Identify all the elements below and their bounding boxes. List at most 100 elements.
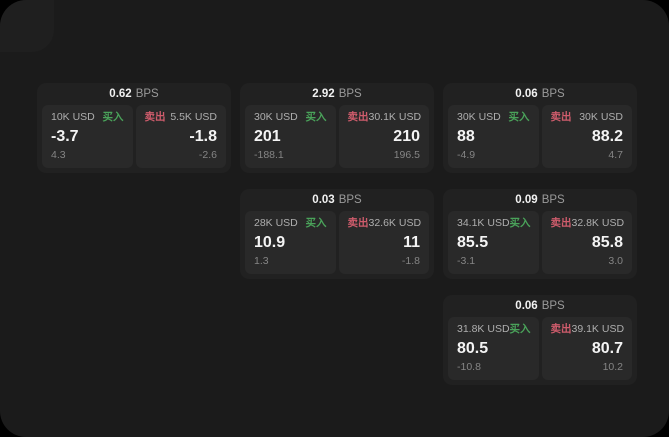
buy-side-label: 买入 xyxy=(508,111,530,123)
buy-price: 10.9 xyxy=(254,233,286,251)
sell-panel-header: 卖出 32.8K USD xyxy=(550,217,625,230)
sell-panel[interactable]: 卖出 30K USD 88.2 4.7 xyxy=(541,105,632,168)
buy-panel[interactable]: 28K USD 买入 10.9 1.3 xyxy=(245,211,336,274)
sell-amount: 30K USD xyxy=(579,111,623,123)
sell-delta: 3.0 xyxy=(608,255,623,267)
bps-header: 0.06 BPS xyxy=(448,295,632,317)
sell-amount: 5.5K USD xyxy=(170,111,217,123)
quote-card: 2.92 BPS 30K USD 买入 201 -188.1 卖出 30.1K … xyxy=(240,83,434,173)
bps-value: 0.09 xyxy=(515,194,538,206)
sell-panel-header: 卖出 39.1K USD xyxy=(550,323,625,336)
sell-amount: 39.1K USD xyxy=(571,323,625,335)
sell-amount: 32.8K USD xyxy=(571,217,625,229)
sell-panel[interactable]: 卖出 5.5K USD -1.8 -2.6 xyxy=(135,105,226,168)
buy-price: 80.5 xyxy=(457,339,489,357)
sell-side-label: 卖出 xyxy=(550,323,572,335)
quote-card: 0.09 BPS 34.1K USD 买入 85.5 -3.1 卖出 32.8K… xyxy=(443,189,637,279)
buy-amount: 34.1K USD xyxy=(457,217,510,229)
buy-panel-header: 34.1K USD 买入 xyxy=(457,217,531,230)
buy-amount: 10K USD xyxy=(51,111,95,123)
buy-panel-header: 30K USD 买入 xyxy=(254,111,327,124)
sell-side-label: 卖出 xyxy=(347,217,369,229)
buy-amount: 31.8K USD xyxy=(457,323,510,335)
sell-side-label: 卖出 xyxy=(550,217,572,229)
sell-side-label: 卖出 xyxy=(550,111,572,123)
buy-delta: -188.1 xyxy=(254,149,284,161)
sell-price: 210 xyxy=(393,127,420,145)
quote-panels: 30K USD 买入 88 -4.9 卖出 30K USD 88.2 4.7 xyxy=(448,105,632,168)
bps-unit-label: BPS xyxy=(541,300,565,312)
sell-panel[interactable]: 卖出 32.6K USD 11 -1.8 xyxy=(338,211,429,274)
buy-panel-header: 30K USD 买入 xyxy=(457,111,530,124)
sell-delta: -2.6 xyxy=(198,149,217,161)
buy-panel[interactable]: 30K USD 买入 201 -188.1 xyxy=(245,105,336,168)
sell-panel-header: 卖出 30K USD xyxy=(551,111,624,124)
sell-panel-header: 卖出 30.1K USD xyxy=(348,111,422,124)
sell-price: 85.8 xyxy=(591,233,623,251)
buy-side-label: 买入 xyxy=(509,217,531,229)
bps-value: 0.03 xyxy=(312,194,335,206)
sell-price: 11 xyxy=(403,233,420,251)
sell-amount: 30.1K USD xyxy=(368,111,422,123)
buy-delta: 4.3 xyxy=(51,149,66,161)
buy-panel-header: 28K USD 买入 xyxy=(254,217,327,230)
sell-price: 80.7 xyxy=(591,339,623,357)
quote-panels: 30K USD 买入 201 -188.1 卖出 30.1K USD 210 1… xyxy=(245,105,429,168)
buy-delta: -10.8 xyxy=(457,361,481,373)
bps-value: 0.06 xyxy=(515,300,538,312)
bps-value: 2.92 xyxy=(312,88,335,100)
bps-value: 0.62 xyxy=(109,88,132,100)
quote-panels: 34.1K USD 买入 85.5 -3.1 卖出 32.8K USD 85.8… xyxy=(448,211,632,274)
buy-price: 201 xyxy=(254,127,281,145)
buy-side-label: 买入 xyxy=(305,217,327,229)
sell-panel[interactable]: 卖出 39.1K USD 80.7 10.2 xyxy=(541,317,632,380)
quote-card: 0.06 BPS 31.8K USD 买入 80.5 -10.8 卖出 39.1… xyxy=(443,295,637,385)
buy-panel[interactable]: 30K USD 买入 88 -4.9 xyxy=(448,105,539,168)
bps-header: 0.06 BPS xyxy=(448,83,632,105)
buy-amount: 30K USD xyxy=(254,111,298,123)
bps-header: 0.03 BPS xyxy=(245,189,429,211)
buy-price: 88 xyxy=(457,127,475,145)
buy-side-label: 买入 xyxy=(305,111,327,123)
quote-panels: 28K USD 买入 10.9 1.3 卖出 32.6K USD 11 -1.8 xyxy=(245,211,429,274)
buy-side-label: 买入 xyxy=(102,111,124,123)
quote-card: 0.03 BPS 28K USD 买入 10.9 1.3 卖出 32.6K US… xyxy=(240,189,434,279)
buy-delta: -3.1 xyxy=(457,255,476,267)
sell-amount: 32.6K USD xyxy=(368,217,422,229)
buy-panel[interactable]: 10K USD 买入 -3.7 4.3 xyxy=(42,105,133,168)
bps-unit-label: BPS xyxy=(541,194,565,206)
sell-delta: 196.5 xyxy=(393,149,420,161)
buy-delta: -4.9 xyxy=(457,149,476,161)
buy-amount: 28K USD xyxy=(254,217,298,229)
bps-unit-label: BPS xyxy=(541,88,565,100)
bps-unit-label: BPS xyxy=(338,88,362,100)
buy-panel[interactable]: 31.8K USD 买入 80.5 -10.8 xyxy=(448,317,539,380)
sell-panel-header: 卖出 5.5K USD xyxy=(145,111,218,124)
sell-side-label: 卖出 xyxy=(144,111,166,123)
buy-delta: 1.3 xyxy=(254,255,269,267)
buy-amount: 30K USD xyxy=(457,111,501,123)
sell-delta: 4.7 xyxy=(608,149,623,161)
buy-panel[interactable]: 34.1K USD 买入 85.5 -3.1 xyxy=(448,211,539,274)
bps-unit-label: BPS xyxy=(135,88,159,100)
sell-price: 88.2 xyxy=(591,127,623,145)
sell-panel[interactable]: 卖出 30.1K USD 210 196.5 xyxy=(338,105,429,168)
sell-panel[interactable]: 卖出 32.8K USD 85.8 3.0 xyxy=(541,211,632,274)
bps-header: 0.09 BPS xyxy=(448,189,632,211)
buy-side-label: 买入 xyxy=(509,323,531,335)
buy-panel-header: 10K USD 买入 xyxy=(51,111,124,124)
quote-card: 0.62 BPS 10K USD 买入 -3.7 4.3 卖出 5.5K USD… xyxy=(37,83,231,173)
buy-price: -3.7 xyxy=(51,127,79,145)
bps-unit-label: BPS xyxy=(338,194,362,206)
bps-value: 0.06 xyxy=(515,88,538,100)
sell-delta: 10.2 xyxy=(602,361,623,373)
sell-delta: -1.8 xyxy=(401,255,420,267)
quote-card: 0.06 BPS 30K USD 买入 88 -4.9 卖出 30K USD 8… xyxy=(443,83,637,173)
sell-panel-header: 卖出 32.6K USD xyxy=(347,217,422,230)
buy-panel-header: 31.8K USD 买入 xyxy=(457,323,531,336)
quote-panels: 10K USD 买入 -3.7 4.3 卖出 5.5K USD -1.8 -2.… xyxy=(42,105,226,168)
bps-header: 0.62 BPS xyxy=(42,83,226,105)
buy-price: 85.5 xyxy=(457,233,489,251)
sell-price: -1.8 xyxy=(189,127,217,145)
